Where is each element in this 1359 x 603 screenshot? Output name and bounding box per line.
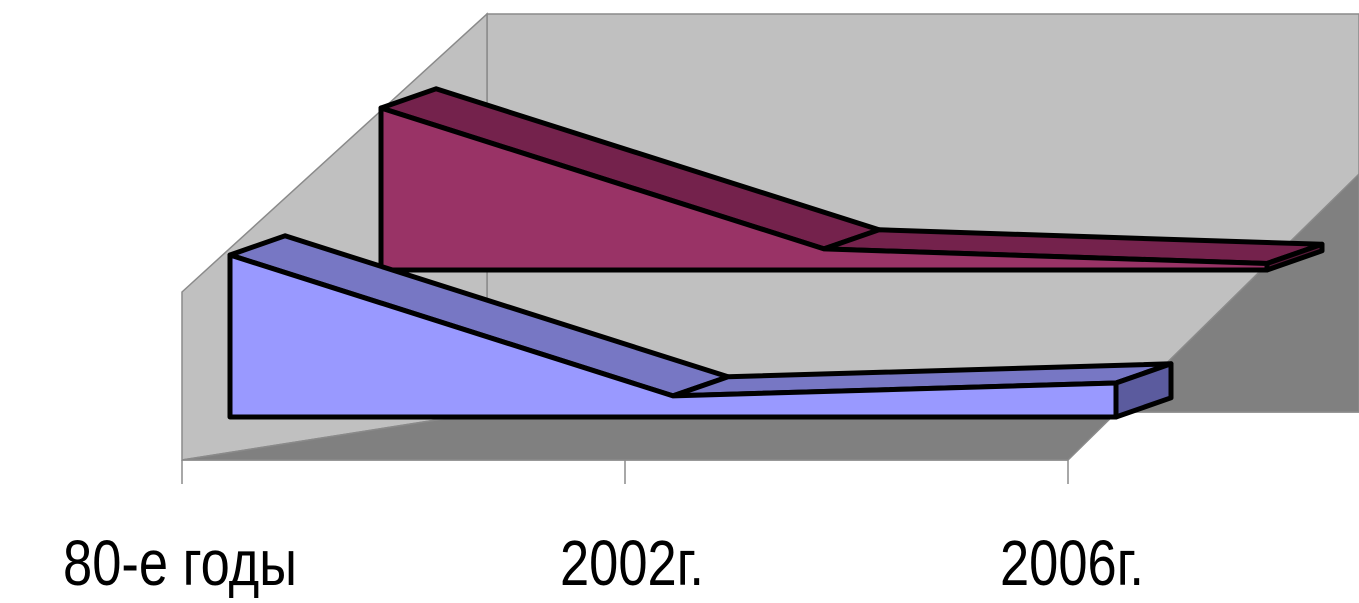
x-tick-label: 2002г. (560, 528, 704, 599)
series-2-front-face (378, 105, 1270, 273)
series-1-front-face (227, 252, 1119, 420)
x-axis: 80-е годы 2002г. 2006г. (63, 459, 1144, 599)
chart-series (227, 86, 1325, 420)
x-tick-label: 2006г. (1000, 528, 1144, 599)
series-2-area (378, 86, 1325, 273)
x-tick-label: 80-е годы (63, 528, 297, 599)
series-1-area (227, 233, 1174, 420)
